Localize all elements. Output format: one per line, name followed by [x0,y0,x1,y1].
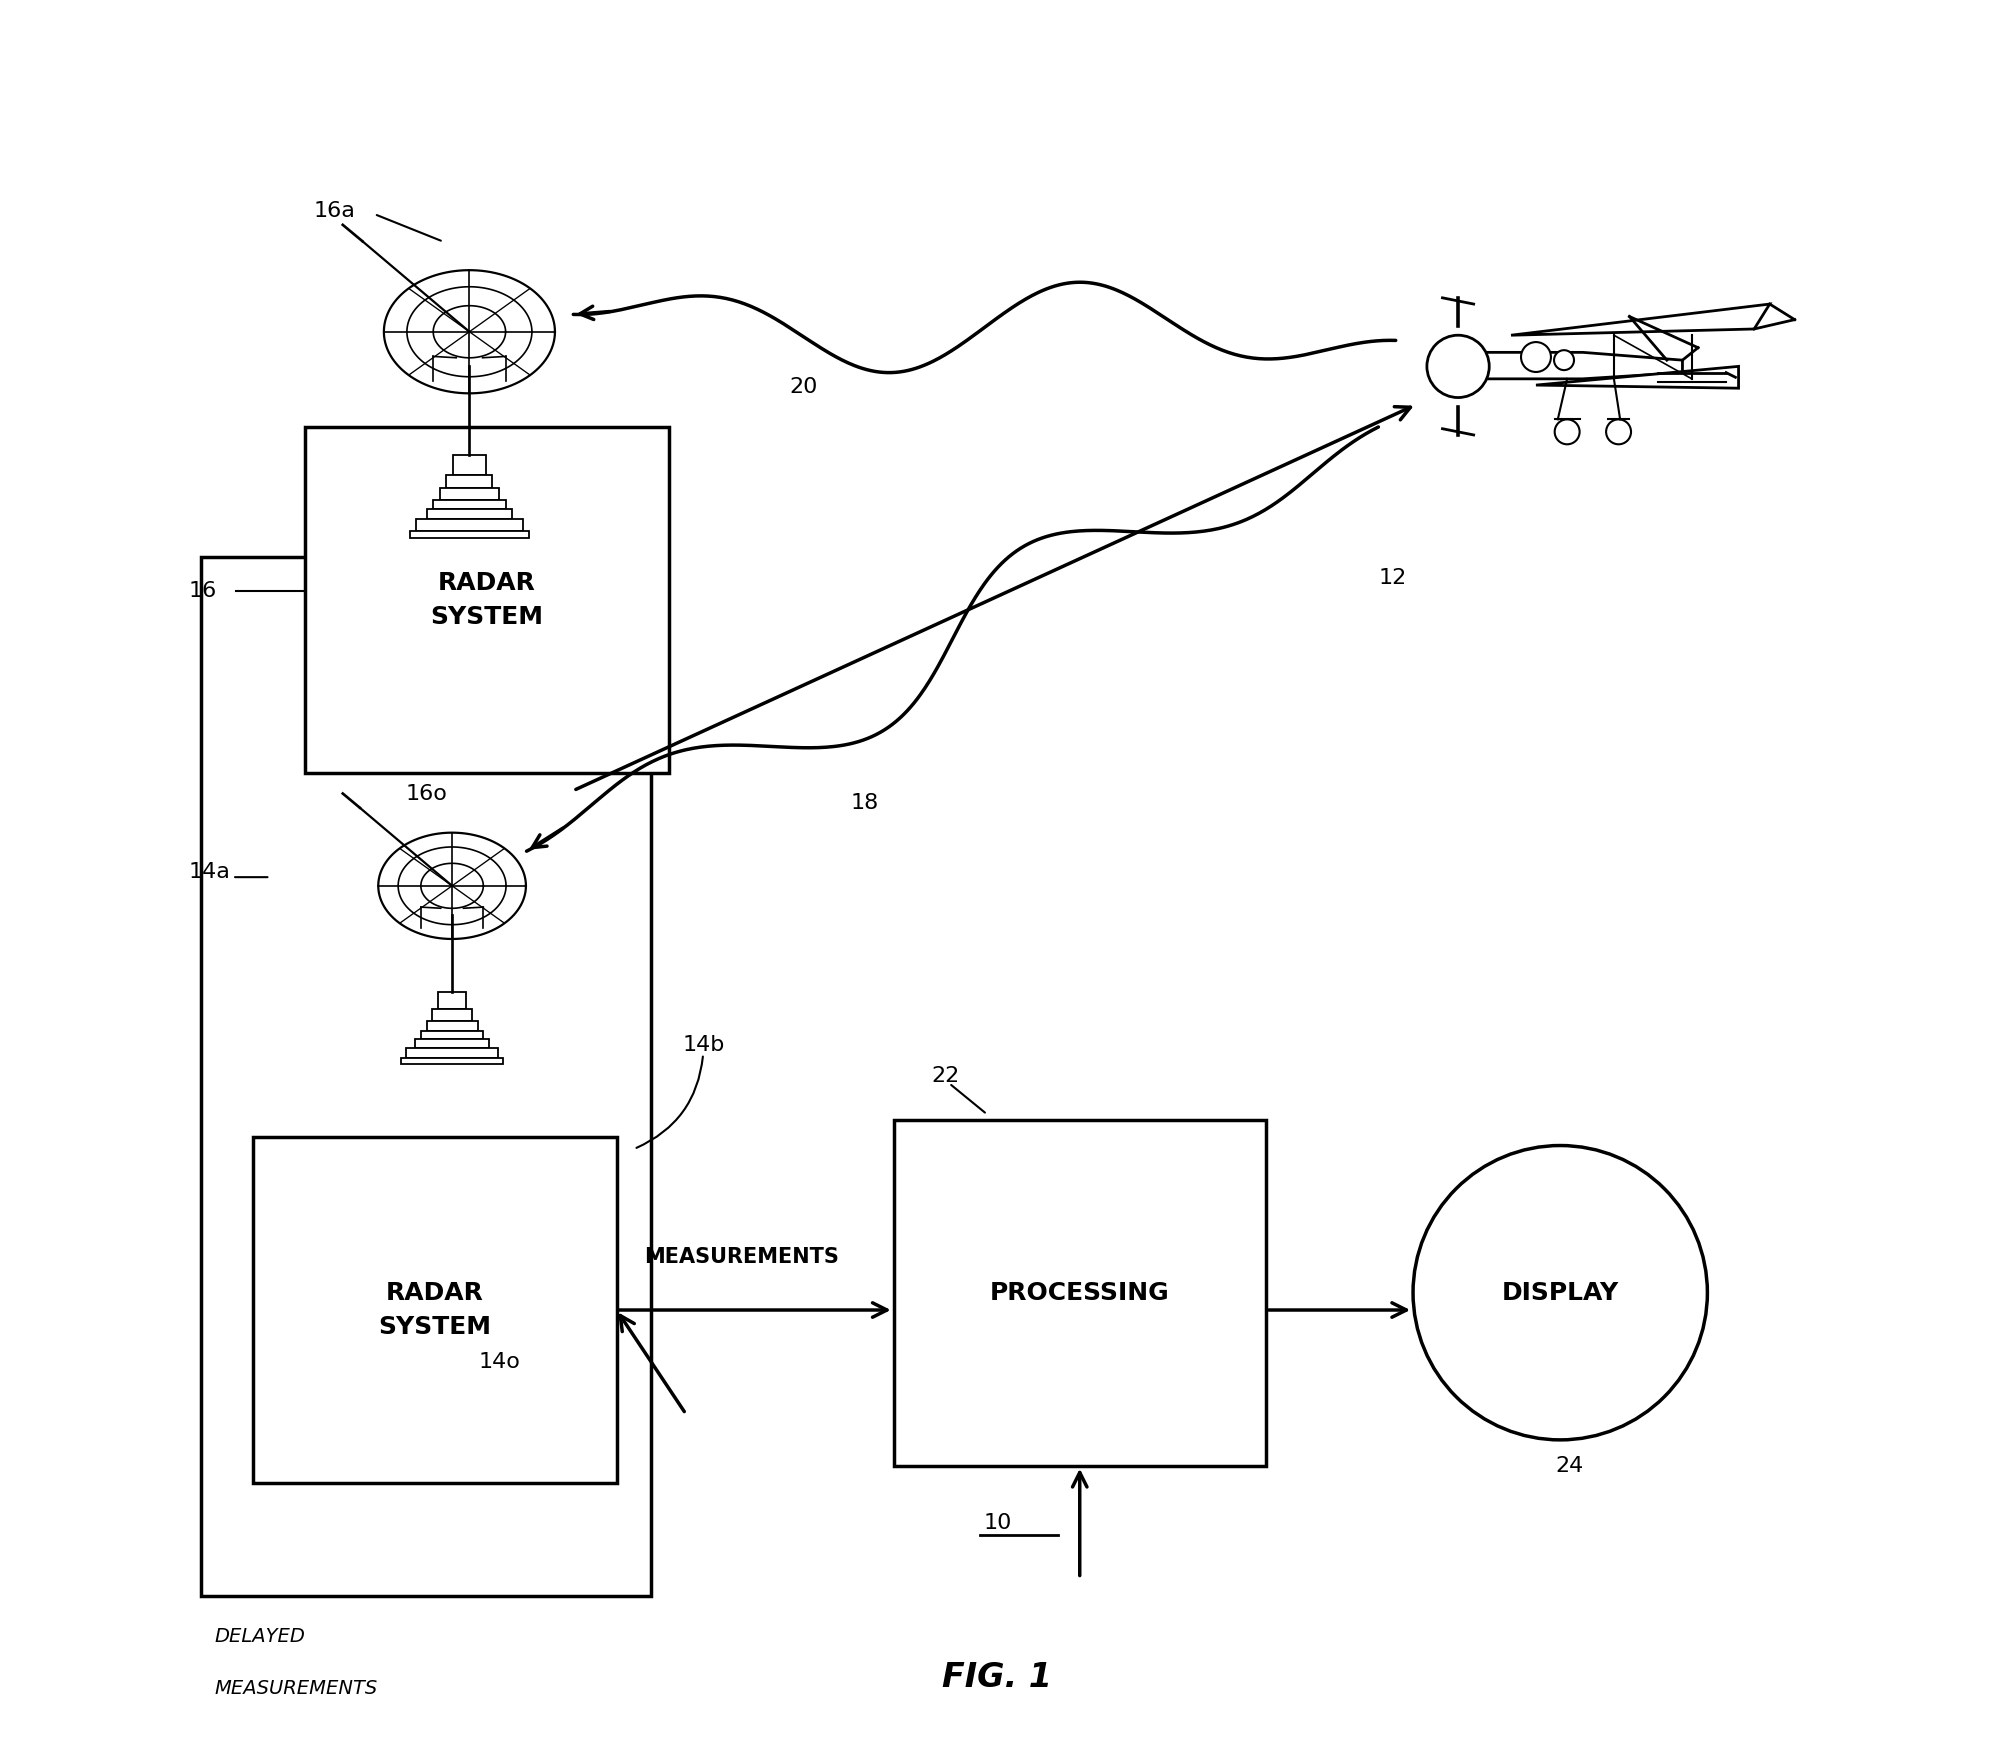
Bar [433,1009,473,1021]
Text: 18: 18 [850,792,878,813]
Circle shape [1554,351,1574,370]
Text: 16a: 16a [313,200,355,221]
Text: RADAR
SYSTEM: RADAR SYSTEM [379,1282,491,1339]
Bar [415,1039,489,1047]
Bar [439,488,499,500]
Polygon shape [1510,304,1770,335]
Bar [253,1138,616,1483]
Text: 12: 12 [1379,568,1406,587]
Bar [894,1120,1267,1466]
Text: 20: 20 [790,377,818,398]
Bar [427,1021,477,1030]
Text: 14o: 14o [479,1351,521,1372]
Text: DISPLAY: DISPLAY [1502,1280,1618,1304]
Circle shape [1412,1145,1708,1440]
Polygon shape [1536,367,1738,387]
Text: 16: 16 [190,582,217,601]
Text: 22: 22 [932,1067,960,1086]
Circle shape [1426,335,1488,398]
Bar [421,1030,483,1039]
Text: 24: 24 [1554,1456,1584,1476]
Text: 16o: 16o [405,783,447,804]
Text: FIG. 1: FIG. 1 [942,1661,1053,1694]
Circle shape [1554,419,1580,445]
Bar [411,532,529,538]
Text: 14b: 14b [682,1035,724,1054]
Text: 14a: 14a [190,862,231,882]
Bar [415,519,523,532]
Bar [453,455,487,474]
Text: MEASUREMENTS: MEASUREMENTS [644,1247,838,1266]
Bar [447,474,493,488]
Bar [427,509,513,519]
Text: MEASUREMENTS: MEASUREMENTS [215,1680,379,1697]
Bar [437,992,467,1009]
Text: PROCESSING: PROCESSING [990,1280,1169,1304]
Text: RADAR
SYSTEM: RADAR SYSTEM [431,571,543,629]
Bar [405,1047,499,1058]
Circle shape [1520,342,1550,372]
Text: 10: 10 [984,1513,1011,1534]
Bar [401,1058,503,1065]
Bar [305,427,668,773]
Text: DELAYED: DELAYED [215,1628,305,1647]
Bar [201,558,650,1596]
Polygon shape [1468,353,1682,379]
Bar [433,500,505,509]
Circle shape [1606,419,1632,445]
